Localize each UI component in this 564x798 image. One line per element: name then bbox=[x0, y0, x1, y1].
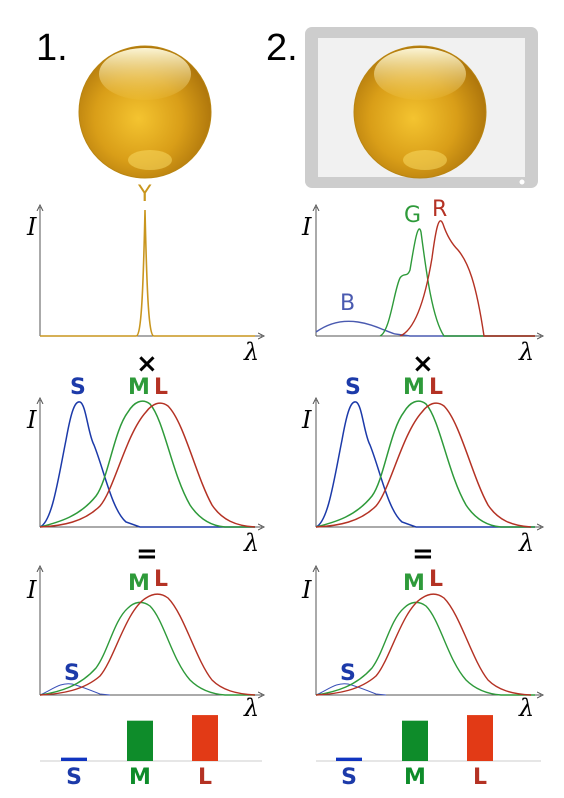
bar-m bbox=[127, 720, 153, 761]
l-cone-curve bbox=[39, 402, 256, 528]
s-cone-curve bbox=[39, 401, 255, 528]
bar-s bbox=[336, 757, 362, 761]
cone-m-label: M bbox=[128, 571, 150, 596]
l-response-curve bbox=[315, 593, 532, 696]
cone-response-plot-1: I λ S M L bbox=[26, 567, 262, 722]
s-response-curve bbox=[39, 683, 111, 696]
bar-label-s: S bbox=[341, 765, 357, 790]
cone-l-label: L bbox=[429, 375, 443, 400]
axis-i-label: I bbox=[26, 213, 37, 241]
cone-sensitivity-plot-1: I λ S M L bbox=[26, 375, 262, 557]
axis-lambda-label: λ bbox=[518, 529, 534, 557]
yellow-ball-2 bbox=[353, 45, 487, 179]
cone-l-label: L bbox=[429, 567, 443, 592]
bar-label-l: L bbox=[198, 765, 212, 790]
cone-s-label: S bbox=[345, 375, 361, 400]
axis-i-label: I bbox=[26, 406, 37, 434]
panel-1-number: 1. bbox=[36, 27, 68, 69]
axis-lambda-label: λ bbox=[518, 338, 534, 366]
l-response-curve bbox=[39, 593, 256, 696]
s-response-curve bbox=[315, 683, 387, 696]
multiply-operator-2: × bbox=[412, 349, 434, 379]
cone-response-plot-2: I λ S M L bbox=[301, 567, 541, 722]
axis-lambda-label: λ bbox=[243, 338, 259, 366]
s-cone-curve bbox=[315, 401, 535, 528]
panel-2-number: 2. bbox=[266, 27, 298, 69]
cone-m-label: M bbox=[128, 375, 150, 400]
bar-s bbox=[61, 757, 87, 761]
axis-i-label: I bbox=[301, 213, 312, 241]
m-cone-curve bbox=[315, 400, 535, 528]
cone-s-label: S bbox=[340, 661, 356, 686]
multiply-operator-1: × bbox=[136, 349, 158, 379]
bar-label-l: L bbox=[473, 765, 487, 790]
spectrum-plot-1: I λ Y bbox=[26, 182, 262, 366]
axis-lambda-label: λ bbox=[243, 529, 259, 557]
cone-s-label: S bbox=[70, 375, 86, 400]
axis-i-label: I bbox=[26, 576, 37, 604]
spectrum-plot-2: I λ B G R bbox=[301, 197, 541, 366]
green-curve bbox=[379, 228, 535, 337]
axis-i-label: I bbox=[301, 406, 312, 434]
yellow-ball-1 bbox=[78, 45, 212, 179]
bar-label-m: M bbox=[404, 765, 426, 790]
bar-l bbox=[467, 715, 493, 761]
source-r-label: R bbox=[432, 197, 447, 222]
source-b-label: B bbox=[340, 291, 355, 316]
cone-m-label: M bbox=[403, 375, 425, 400]
bar-m bbox=[402, 720, 428, 761]
cone-m-label: M bbox=[403, 571, 425, 596]
source-y-label: Y bbox=[137, 182, 152, 207]
cone-l-label: L bbox=[154, 567, 168, 592]
cone-l-label: L bbox=[154, 375, 168, 400]
red-curve bbox=[399, 220, 535, 337]
axis-lambda-label: λ bbox=[243, 694, 259, 722]
source-g-label: G bbox=[404, 203, 421, 228]
axis-i-label: I bbox=[301, 576, 312, 604]
bar-label-s: S bbox=[66, 765, 82, 790]
yellow-peak bbox=[40, 209, 255, 337]
equals-operator-2: = bbox=[412, 539, 434, 569]
power-led-icon bbox=[519, 179, 525, 185]
blue-curve bbox=[315, 320, 535, 337]
bar-l bbox=[192, 715, 218, 761]
bar-label-m: M bbox=[129, 765, 151, 790]
l-cone-curve bbox=[315, 402, 532, 528]
cone-sensitivity-plot-2: I λ S M L bbox=[301, 375, 541, 557]
cone-s-label: S bbox=[64, 661, 80, 686]
axis-lambda-label: λ bbox=[518, 694, 534, 722]
m-cone-curve bbox=[39, 400, 255, 528]
equals-operator-1: = bbox=[136, 539, 158, 569]
